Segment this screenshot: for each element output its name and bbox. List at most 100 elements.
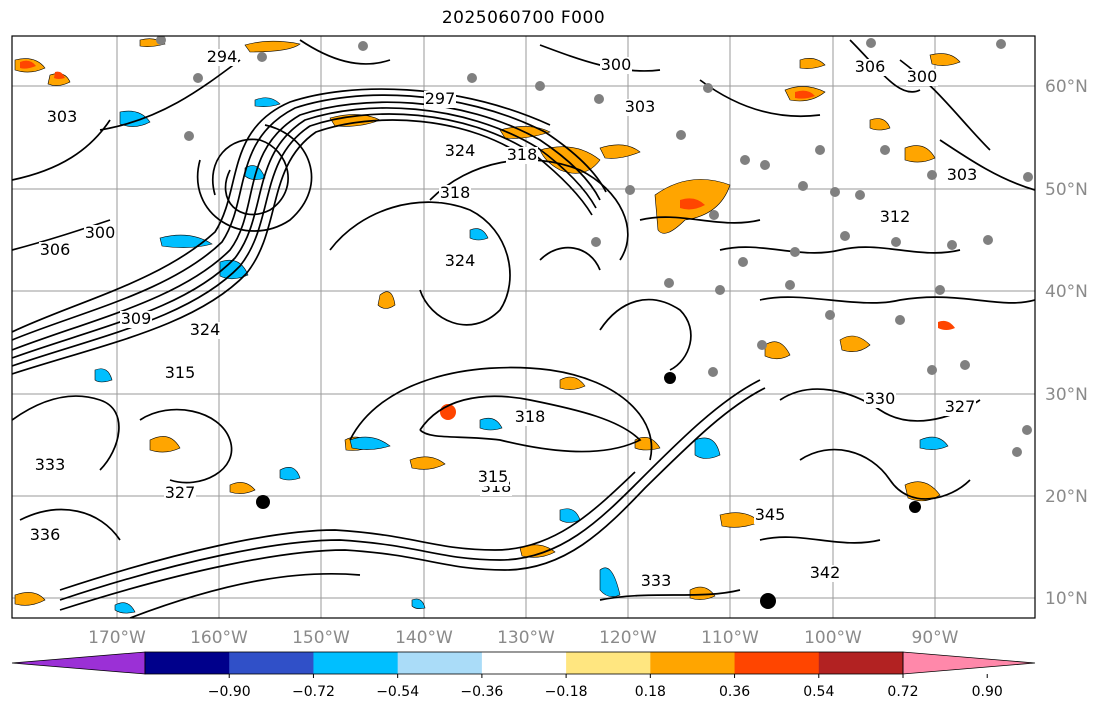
colorbar-bin [650, 652, 736, 674]
contour-label: 297 [425, 89, 456, 108]
colorbar-bin [145, 652, 230, 674]
colorbar-frame [144, 651, 904, 675]
contour-label: 300 [601, 55, 632, 74]
contour-label-bg [506, 147, 538, 164]
lon-tick-label: 90°W [912, 628, 959, 648]
contour-label: 300 [907, 67, 938, 86]
contour-label: 309 [121, 309, 152, 328]
colorbar-bin [818, 652, 904, 674]
colorbar-extend-high [902, 651, 1036, 675]
contour-label: 330 [865, 389, 896, 408]
contour-label: 303 [47, 107, 78, 126]
colorbar-bin [397, 652, 483, 674]
colorbar-tick-label: 0.18 [635, 684, 666, 700]
contour-label-bg [439, 185, 471, 202]
lat-tick-label: 60°N [1045, 77, 1088, 97]
lon-tick-label: 150°W [292, 628, 350, 648]
contour-label: 318 [515, 407, 546, 426]
contour-label-bg [946, 167, 978, 184]
contour-label-bg [444, 143, 476, 160]
colorbar-extend-low [11, 651, 146, 675]
shaded-patches [14, 38, 961, 614]
contour-label-bg [854, 59, 886, 76]
contour-label-bg [120, 311, 152, 328]
colorbar-bin [313, 652, 399, 674]
contour-label-bg [34, 457, 66, 474]
contour-label: 318 [507, 145, 538, 164]
contour-label: 306 [855, 57, 886, 76]
contour-label: 342 [810, 563, 841, 582]
station-dots [156, 36, 1033, 457]
colorbar-bin [481, 652, 567, 674]
colorbar-tick-label: 0.72 [887, 684, 918, 700]
lon-tick-label: 130°W [497, 628, 555, 648]
latitude-labels: 60°N 50°N 40°N 30°N 20°N 10°N [1045, 77, 1088, 609]
contour-label-bg [514, 409, 546, 426]
longitude-labels: 170°W 160°W 150°W 140°W 130°W 120°W 110°W 100°W… [88, 628, 959, 648]
contour-label-bg [39, 242, 71, 259]
lon-tick-label: 120°W [599, 628, 657, 648]
colorbar: −0.90 −0.72 −0.54 −0.36 −0.18 0.18 0.36 0.54 0.7… [11, 651, 1036, 700]
contour-label-bg [84, 225, 116, 242]
colorbar-tick-label: −0.90 [208, 684, 251, 700]
lat-tick-label: 20°N [1045, 487, 1088, 507]
contour-label-bg [879, 209, 911, 226]
map-title: 2025060700 F000 [441, 8, 606, 28]
contour-label-bg [164, 365, 196, 382]
contour-label-bg [206, 49, 238, 66]
isentrope-contours [12, 39, 1035, 618]
contour-label: 294 [207, 47, 238, 66]
black-dots [256, 372, 921, 609]
contour-label: 324 [190, 320, 221, 339]
contour-label-bg [640, 573, 672, 590]
colorbar-bin [566, 652, 651, 674]
contour-label: 324 [445, 141, 476, 160]
contour-label: 336 [30, 525, 61, 544]
contour-label: 306 [40, 240, 71, 259]
contour-label-bg [164, 485, 196, 502]
contour-label: 333 [641, 571, 672, 590]
colorbar-bin [229, 652, 314, 674]
colorbar-tick-label: 0.54 [803, 684, 834, 700]
contour-label: 333 [35, 455, 66, 474]
contour-label-bg [944, 399, 976, 416]
contour-label: 303 [625, 97, 656, 116]
contour-label-bg [444, 253, 476, 270]
colorbar-tick-label: 0.90 [972, 684, 1003, 700]
colorbar-bin [734, 652, 820, 674]
lat-tick-label: 10°N [1045, 589, 1088, 609]
colorbar-tick-label: −0.36 [460, 684, 503, 700]
contour-label-bg [809, 565, 841, 582]
contour-label-bg [46, 109, 78, 126]
lon-tick-label: 160°W [190, 628, 248, 648]
lat-tick-label: 50°N [1045, 180, 1088, 200]
contour-label-bg [624, 99, 656, 116]
contour-label: 327 [165, 483, 196, 502]
contour-label: 318 [440, 183, 471, 202]
lat-tick-label: 40°N [1045, 282, 1088, 302]
map-content: 294 300 300 300 303 303 303 306 306 309 297 318 318 3… [12, 36, 1035, 618]
contour-label: 312 [880, 207, 911, 226]
contour-label-bg [864, 391, 896, 408]
contour-label: 345 [755, 505, 786, 524]
contour-label: 324 [445, 251, 476, 270]
colorbar-tick-label: −0.54 [376, 684, 419, 700]
contour-label: 315 [478, 467, 509, 486]
contour-label-bg [424, 91, 456, 108]
lon-tick-label: 110°W [701, 628, 759, 648]
lon-tick-label: 140°W [395, 628, 453, 648]
contour-label-bg [600, 57, 632, 74]
lon-tick-label: 170°W [88, 628, 146, 648]
contour-label: 300 [85, 223, 116, 242]
map-frame [11, 35, 1036, 619]
colorbar-tick-label: −0.72 [292, 684, 335, 700]
contour-label-bg [477, 469, 509, 486]
contour-label-bg [754, 507, 786, 524]
colorbar-tick-label: 0.36 [719, 684, 750, 700]
contour-labels: 294 300 300 300 303 303 303 306 306 309 297 318 318 3… [29, 47, 978, 590]
contour-label: 327 [945, 397, 976, 416]
contour-label: 303 [947, 165, 978, 184]
contour-label-bg [906, 69, 938, 86]
colorbar-tick-label: −0.18 [545, 684, 588, 700]
